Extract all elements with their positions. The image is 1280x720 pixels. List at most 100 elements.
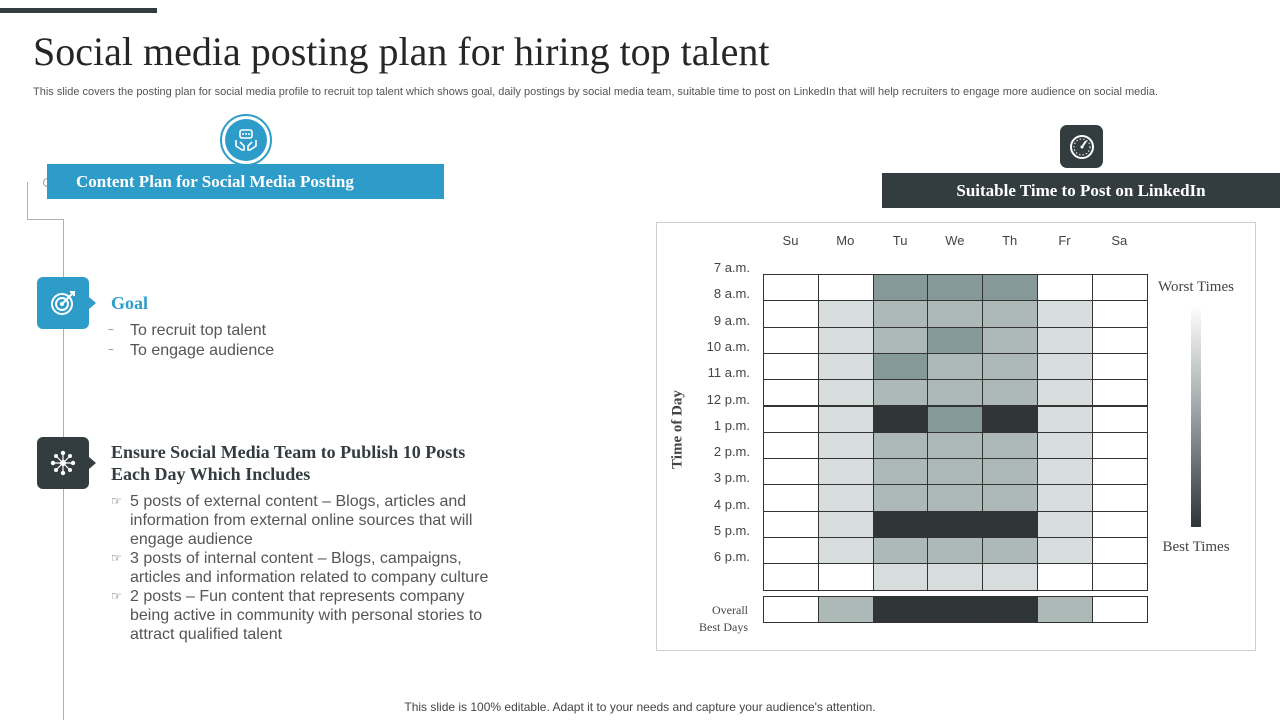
day-label: We: [945, 233, 965, 248]
heatmap-cell: [817, 300, 874, 328]
heatmap-cell: [982, 458, 1038, 486]
heatmap-cell: [1037, 300, 1093, 328]
page-subtitle: This slide covers the posting plan for s…: [33, 86, 1159, 98]
legend-gradient-bar: [1191, 305, 1201, 527]
time-label: 12 p.m.: [706, 391, 750, 407]
heatmap-cell: [872, 484, 929, 512]
time-label: 5 p.m.: [713, 523, 750, 538]
heatmap-cell: [1091, 484, 1148, 512]
team-list: ☞ 5 posts of external content – Blogs, ar…: [111, 492, 491, 644]
time-label: 6 p.m.: [713, 549, 750, 565]
time-label: 11 a.m.: [707, 365, 750, 381]
heatmap-cell: [982, 510, 1038, 538]
heatmap-cell: [872, 405, 929, 433]
heatmap-panel: [656, 222, 1256, 651]
overall-cell: [982, 596, 1038, 623]
time-label: 10 a.m.: [706, 338, 750, 354]
heatmap-cell: [817, 431, 874, 460]
heatmap-cell: [817, 379, 874, 407]
heatmap-cell: [927, 274, 984, 302]
heatmap-cell: [1037, 352, 1093, 381]
timeline-hook-bottom: [27, 219, 64, 220]
legend-worst-label: Worst Times: [1158, 279, 1234, 295]
team-pointer: [89, 457, 96, 469]
heatmap-cell: [927, 405, 984, 433]
heatmap-cell: [1091, 563, 1148, 591]
heatmap-cell: [763, 326, 819, 354]
clock-icon: [1060, 125, 1103, 168]
heatmap-cell: [872, 510, 929, 538]
time-label: 2 p.m.: [713, 444, 750, 460]
heatmap-cell: [927, 300, 984, 328]
overall-cell: [817, 596, 874, 623]
heatmap-cell: [763, 405, 819, 433]
target-icon: [37, 277, 89, 329]
heatmap-cell: [817, 484, 874, 512]
heatmap-cell: [1037, 274, 1093, 302]
heatmap-cell: [872, 458, 929, 486]
heatmap-cell: [1037, 458, 1093, 486]
heatmap-cell: [763, 484, 819, 512]
heatmap-cell: [817, 274, 874, 302]
overall-cell: [763, 596, 819, 623]
goal-list: ~ To recruit top talent ~ To engage audien…: [108, 321, 274, 361]
heatmap-cell: [927, 484, 984, 512]
heatmap-cell: [872, 379, 929, 407]
heatmap-cell: [927, 510, 984, 538]
list-item: ~ To recruit top talent: [108, 322, 267, 339]
team-heading: Ensure Social Media Team to Publish 10 P…: [111, 442, 466, 484]
heatmap-cell: [927, 537, 984, 565]
top-accent-bar: [0, 8, 157, 13]
heatmap-cell: [1037, 326, 1093, 354]
heatmap-cell: [1037, 379, 1093, 407]
timeline-hook: [27, 182, 28, 220]
heatmap-cell: [763, 379, 819, 407]
heatmap-cell: [817, 326, 874, 354]
heatmap-cell: [1091, 510, 1148, 538]
heatmap-cell: [872, 326, 929, 354]
time-label: 4 p.m.: [713, 496, 750, 512]
list-item: ~ To engage audience: [108, 342, 275, 359]
day-label: Fr: [1058, 233, 1071, 248]
tilde-bullet-icon: ~: [108, 325, 114, 336]
overall-cell: [927, 596, 984, 623]
heatmap-cell: [982, 274, 1038, 302]
heatmap-cell: [1091, 352, 1148, 381]
day-label: Tu: [892, 233, 908, 248]
heatmap-cell: [872, 431, 929, 460]
heatmap-cell: [982, 484, 1038, 512]
y-axis-title: Time of Day: [669, 390, 686, 469]
list-item: ☞ 2 posts – Fun content that represents c…: [111, 588, 483, 643]
footer-note: This slide is 100% editable. Adapt it to…: [404, 700, 876, 714]
heatmap-cell: [1037, 510, 1093, 538]
heatmap-cell: [982, 379, 1038, 407]
heatmap-cell: [1091, 379, 1148, 407]
heatmap-cell: [763, 274, 819, 302]
heatmap-cell: [763, 458, 819, 486]
heatmap-cell: [1037, 431, 1093, 460]
heatmap-cell: [817, 458, 874, 486]
heatmap-cell: [872, 274, 929, 302]
day-label: Th: [1002, 233, 1018, 248]
day-label: Sa: [1111, 233, 1128, 248]
overall-cell: [1037, 596, 1093, 623]
pointing-hand-bullet-icon: ☞: [111, 494, 122, 508]
tilde-bullet-icon: ~: [108, 345, 114, 356]
heatmap-cell: [872, 563, 929, 591]
day-label: Mo: [836, 233, 855, 248]
heatmap-cell: [1091, 405, 1148, 433]
heatmap-cell: [982, 352, 1038, 381]
heatmap-cell: [982, 405, 1038, 433]
heatmap-cell: [1091, 431, 1148, 460]
time-label: 8 a.m.: [713, 286, 750, 302]
heatmap-cell: [763, 510, 819, 538]
heatmap-cell: [763, 352, 819, 381]
linkedin-banner: Suitable Time to Post on LinkedIn: [882, 173, 1280, 208]
time-label: 1 p.m.: [713, 417, 750, 433]
heatmap-cell: [817, 510, 874, 538]
heatmap-cell: [817, 563, 874, 591]
heatmap-cell: [1091, 274, 1148, 302]
network-icon: [37, 437, 89, 489]
heatmap-cell: [982, 563, 1038, 591]
heatmap-cell: [927, 326, 984, 354]
